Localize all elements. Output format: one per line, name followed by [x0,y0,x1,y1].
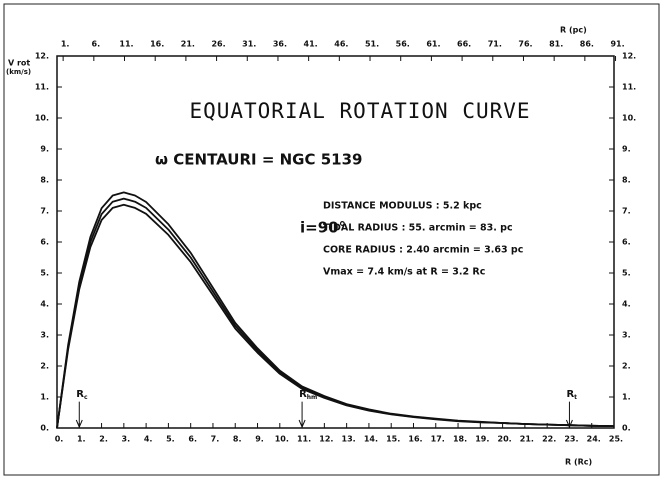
x2-tick-label: 56. [396,40,410,49]
x-tick-label: 19. [475,435,489,444]
x2-tick-label: 66. [457,40,471,49]
marker-label-main: R [76,389,84,400]
outer-frame [3,3,660,476]
y-tick-label: 7. [40,207,49,216]
x2-tick-label: 76. [518,40,532,49]
y-axis-label: V rot [8,59,30,68]
x2-tick-label: 51. [365,40,379,49]
x2-tick-label: 11. [119,40,133,49]
marker-label-sub: t [574,393,577,400]
y-axis-label: (km/s) [6,68,31,76]
y-tick-label: 9. [622,145,631,154]
x2-tick-label: 46. [334,40,348,49]
x-tick-label: 23. [564,435,578,444]
y-tick-label: 3. [622,331,631,340]
x2-tick-label: 36. [273,40,287,49]
x2-axis-label: R (pc) [560,26,587,35]
y-tick-label: 0. [622,424,631,433]
x-tick-label: 15. [386,435,400,444]
x-tick-label: 2. [99,435,108,444]
x2-tick-label: 26. [211,40,225,49]
x2-tick-label: 6. [92,40,101,49]
x-tick-label: 0. [55,435,64,444]
marker-label-main: R [299,389,307,400]
marker-label-sub: c [84,393,88,400]
y-tick-label: 5. [622,269,631,278]
y-tick-label: 5. [40,269,49,278]
x-tick-label: 17. [431,435,445,444]
info-line: TIDAL RADIUS : 55. arcmin = 83. pc [323,223,513,234]
y-tick-label: 6. [40,238,49,247]
x-tick-label: 10. [275,435,289,444]
x2-tick-label: 61. [426,40,440,49]
chart-title: EQUATORIAL ROTATION CURVE [189,99,530,123]
x-tick-label: 13. [342,435,356,444]
y-tick-label: 11. [622,83,636,92]
x-tick-label: 6. [188,435,197,444]
y-tick-label: 10. [35,114,49,123]
y-tick-label: 3. [40,331,49,340]
x-tick-label: 22. [542,435,556,444]
x2-tick-label: 41. [304,40,318,49]
y-tick-label: 4. [40,300,49,309]
x-tick-label: 11. [297,435,311,444]
x2-tick-label: 31. [242,40,256,49]
marker-label: Rt [566,389,577,401]
x2-tick-label: 16. [150,40,164,49]
y-tick-label: 11. [35,83,49,92]
y-tick-label: 6. [622,238,631,247]
y-tick-label: 1. [40,393,49,402]
x-tick-label: 7. [211,435,220,444]
marker-arrowhead [565,419,573,429]
y-tick-label: 8. [40,176,49,185]
inclination: i=90° [300,219,346,237]
x-tick-label: 5. [166,435,175,444]
x-tick-label: 8. [233,435,242,444]
y-tick-label: 7. [622,207,631,216]
x-axis-label: R (Rc) [565,458,592,467]
x2-tick-label: 21. [181,40,195,49]
curve [56,203,615,429]
marker-label-sub: hm [307,393,318,400]
x-tick-label: 18. [453,435,467,444]
x-tick-label: 24. [587,435,601,444]
marker-arrowhead [298,419,306,429]
x-tick-label: 9. [255,435,264,444]
info-line: CORE RADIUS : 2.40 arcmin = 3.63 pc [323,245,523,256]
x-tick-label: 1. [77,435,86,444]
x-tick-label: 16. [408,435,422,444]
marker-label: Rc [76,389,88,401]
marker-arrowhead [75,419,83,429]
x-tick-label: 4. [144,435,153,444]
info-line: Vmax = 7.4 km/s at R = 3.2 Rc [323,267,485,278]
x2-tick-label: 81. [549,40,563,49]
marker-label-main: R [566,389,574,400]
y-tick-label: 8. [622,176,631,185]
y-tick-label: 4. [622,300,631,309]
x-tick-label: 25. [609,435,623,444]
y-tick-label: 9. [40,145,49,154]
info-line: DISTANCE MODULUS : 5.2 kpc [323,201,482,212]
x2-tick-label: 91. [610,40,624,49]
y-tick-label: 12. [622,52,636,61]
x-tick-label: 14. [364,435,378,444]
x-tick-label: 3. [122,435,131,444]
x-tick-label: 12. [319,435,333,444]
x-tick-label: 21. [520,435,534,444]
y-tick-label: 0. [40,424,49,433]
y-tick-label: 10. [622,114,636,123]
y-tick-label: 2. [622,362,631,371]
x2-tick-label: 86. [580,40,594,49]
y-tick-label: 2. [40,362,49,371]
x2-tick-label: 1. [61,40,70,49]
y-tick-label: 12. [35,52,49,61]
y-tick-label: 1. [622,393,631,402]
x2-tick-label: 71. [488,40,502,49]
axes [56,55,617,429]
marker-label: Rhm [299,389,317,401]
chart-subtitle: ω CENTAURI = NGC 5139 [155,151,362,169]
x-tick-label: 20. [498,435,512,444]
